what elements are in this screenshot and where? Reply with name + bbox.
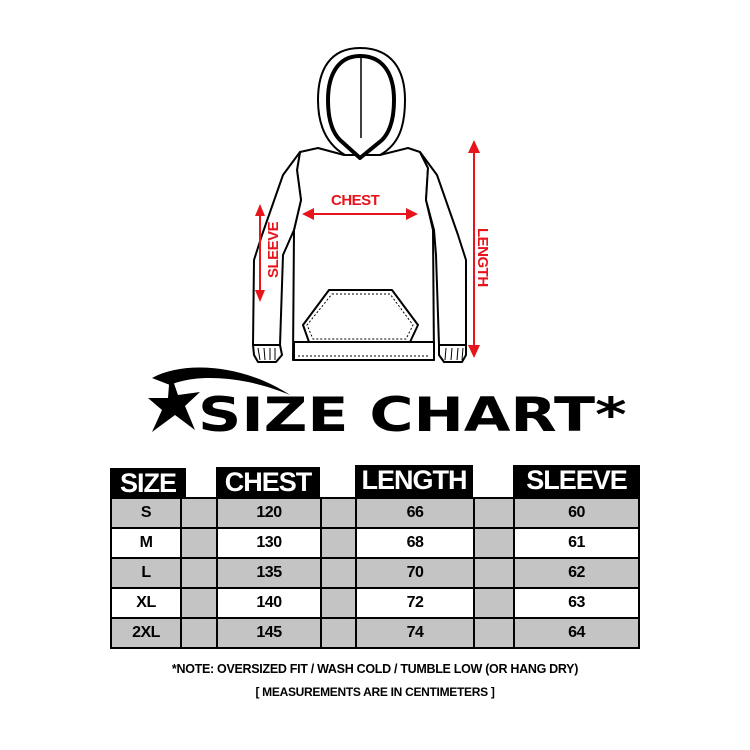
table-cell-size: L xyxy=(110,557,182,589)
measurement-arrows xyxy=(255,140,480,358)
table-cell-size: M xyxy=(110,527,182,559)
table-cell-chest: 135 xyxy=(216,557,322,589)
table-cell-size: XL xyxy=(110,587,182,619)
table-spacer-cell xyxy=(180,557,218,589)
table-cell-size: S xyxy=(110,497,182,529)
units-note: [ MEASUREMENTS ARE IN CENTIMETERS ] xyxy=(255,685,495,699)
table-cell-length: 72 xyxy=(355,587,475,619)
table-spacer-cell xyxy=(473,557,515,589)
table-spacer-cell xyxy=(180,527,218,559)
table-cell-length: 66 xyxy=(355,497,475,529)
table-cell-chest: 145 xyxy=(216,617,322,649)
table-cell-chest: 140 xyxy=(216,587,322,619)
chest-label: CHEST xyxy=(331,192,380,209)
table-cell-sleeve: 61 xyxy=(513,527,640,559)
length-label: LENGTH xyxy=(474,228,491,287)
table-cell-size: 2XL xyxy=(110,617,182,649)
table-cell-sleeve: 63 xyxy=(513,587,640,619)
table-cell-sleeve: 60 xyxy=(513,497,640,529)
table-cell-sleeve: 62 xyxy=(513,557,640,589)
table-spacer-cell xyxy=(320,527,357,559)
table-cell-length: 68 xyxy=(355,527,475,559)
table-spacer-cell xyxy=(180,617,218,649)
size-chart-title: SIZE CHART* xyxy=(198,388,627,443)
care-note: *NOTE: OVERSIZED FIT / WASH COLD / TUMBL… xyxy=(171,662,579,676)
table-cell-length: 70 xyxy=(355,557,475,589)
table-cell-chest: 130 xyxy=(216,527,322,559)
table-cell-length: 74 xyxy=(355,617,475,649)
header-sleeve: SLEEVE xyxy=(513,465,640,498)
header-size: SIZE xyxy=(110,468,186,498)
table-spacer-cell xyxy=(320,557,357,589)
table-spacer-cell xyxy=(320,497,357,529)
table-spacer-cell xyxy=(473,617,515,649)
brand-logo xyxy=(148,367,290,432)
sleeve-label: SLEEVE xyxy=(265,221,282,278)
hoodie-diagram: CHEST SLEEVE LENGTH xyxy=(148,47,491,432)
header-chest: CHEST xyxy=(216,467,320,498)
table-spacer-cell xyxy=(180,587,218,619)
table-spacer-cell xyxy=(473,497,515,529)
table-spacer-cell xyxy=(320,587,357,619)
table-spacer-cell xyxy=(320,617,357,649)
table-spacer-cell xyxy=(180,497,218,529)
table-cell-sleeve: 64 xyxy=(513,617,640,649)
hoodie-outline xyxy=(252,47,467,363)
table-spacer-cell xyxy=(473,527,515,559)
header-length: LENGTH xyxy=(355,465,473,498)
table-cell-chest: 120 xyxy=(216,497,322,529)
table-spacer-cell xyxy=(473,587,515,619)
